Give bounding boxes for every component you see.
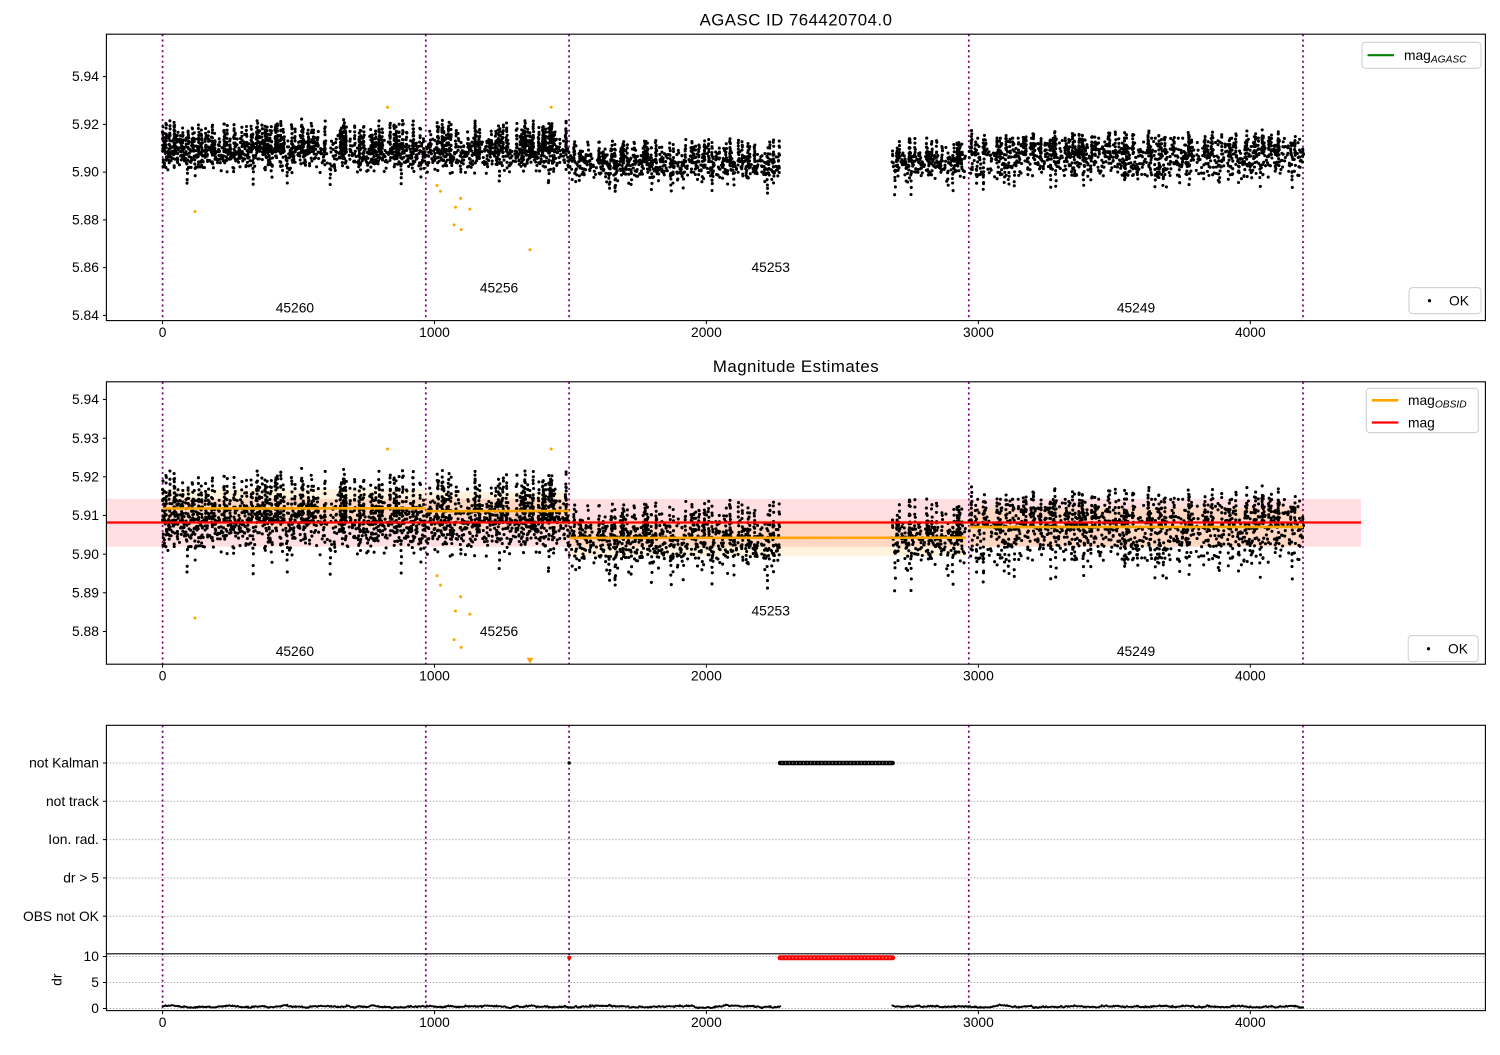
svg-text:5.92: 5.92	[72, 469, 99, 484]
svg-text:3000: 3000	[963, 325, 994, 340]
svg-text:0: 0	[159, 325, 167, 340]
svg-text:45249: 45249	[1117, 644, 1156, 659]
svg-text:0: 0	[91, 1001, 99, 1016]
svg-text:OK: OK	[1449, 293, 1470, 308]
svg-text:1000: 1000	[419, 669, 450, 684]
svg-text:2000: 2000	[691, 325, 722, 340]
svg-text:not track: not track	[46, 794, 99, 809]
svg-text:10: 10	[84, 949, 100, 964]
svg-text:5.88: 5.88	[72, 624, 99, 639]
svg-text:1000: 1000	[419, 325, 450, 340]
svg-text:3000: 3000	[963, 1015, 994, 1030]
svg-text:mag: mag	[1408, 415, 1435, 430]
svg-text:OBS not OK: OBS not OK	[23, 909, 100, 924]
svg-text:5.94: 5.94	[72, 392, 99, 407]
svg-text:AGASC ID 764420704.0: AGASC ID 764420704.0	[700, 11, 893, 30]
svg-text:45260: 45260	[276, 644, 315, 659]
svg-text:45249: 45249	[1117, 301, 1156, 316]
svg-text:3000: 3000	[963, 669, 994, 684]
svg-text:5.90: 5.90	[72, 547, 99, 562]
svg-text:2000: 2000	[691, 1015, 722, 1030]
svg-text:5.90: 5.90	[72, 165, 99, 180]
svg-text:dr: dr	[50, 973, 65, 986]
svg-text:45253: 45253	[752, 260, 791, 275]
svg-text:5.86: 5.86	[72, 260, 99, 275]
svg-text:5.91: 5.91	[72, 508, 99, 523]
svg-text:OK: OK	[1448, 641, 1469, 656]
svg-text:5.93: 5.93	[72, 431, 99, 446]
svg-text:45260: 45260	[276, 301, 315, 316]
svg-text:45253: 45253	[752, 604, 791, 619]
svg-text:5.89: 5.89	[72, 585, 99, 600]
svg-text:Ion. rad.: Ion. rad.	[48, 832, 99, 847]
svg-text:5.94: 5.94	[72, 69, 99, 84]
svg-text:2000: 2000	[691, 669, 722, 684]
svg-text:dr > 5: dr > 5	[63, 871, 99, 886]
svg-text:4000: 4000	[1235, 669, 1266, 684]
svg-text:5.88: 5.88	[72, 213, 99, 228]
svg-text:0: 0	[159, 1015, 167, 1030]
svg-text:4000: 4000	[1235, 1015, 1266, 1030]
svg-text:5: 5	[91, 975, 99, 990]
svg-text:5.84: 5.84	[72, 308, 99, 323]
svg-text:4000: 4000	[1235, 325, 1266, 340]
svg-text:not Kalman: not Kalman	[29, 756, 99, 771]
svg-text:45256: 45256	[480, 624, 519, 639]
svg-text:45256: 45256	[480, 280, 519, 295]
svg-text:0: 0	[159, 669, 167, 684]
svg-text:Magnitude Estimates: Magnitude Estimates	[713, 357, 879, 376]
svg-text:1000: 1000	[419, 1015, 450, 1030]
svg-text:5.92: 5.92	[72, 117, 99, 132]
